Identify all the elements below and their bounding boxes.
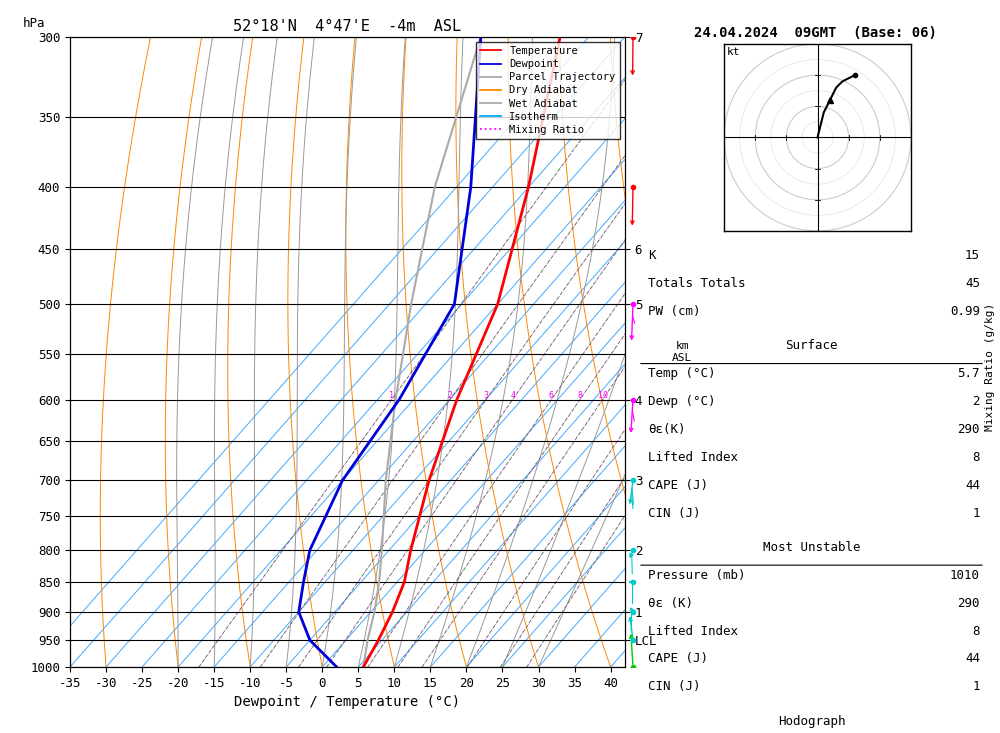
Text: Lifted Index: Lifted Index xyxy=(648,625,738,638)
Text: CIN (J): CIN (J) xyxy=(648,507,700,520)
Text: 1: 1 xyxy=(389,391,394,399)
Text: θε (K): θε (K) xyxy=(648,597,693,610)
Text: 5.7: 5.7 xyxy=(958,367,980,380)
Text: 3: 3 xyxy=(484,391,489,399)
Title: 52°18'N  4°47'E  -4m  ASL: 52°18'N 4°47'E -4m ASL xyxy=(233,19,462,34)
Text: 8: 8 xyxy=(972,625,980,638)
Legend: Temperature, Dewpoint, Parcel Trajectory, Dry Adiabat, Wet Adiabat, Isotherm, Mi: Temperature, Dewpoint, Parcel Trajectory… xyxy=(476,42,620,139)
Text: CIN (J): CIN (J) xyxy=(648,680,700,693)
Text: 10: 10 xyxy=(598,391,608,399)
Text: 24.04.2024  09GMT  (Base: 06): 24.04.2024 09GMT (Base: 06) xyxy=(694,26,936,40)
Text: 1: 1 xyxy=(972,507,980,520)
Text: Surface: Surface xyxy=(785,339,838,353)
Text: θε(K): θε(K) xyxy=(648,423,686,436)
Text: Temp (°C): Temp (°C) xyxy=(648,367,716,380)
Text: 8: 8 xyxy=(972,451,980,464)
X-axis label: Dewpoint / Temperature (°C): Dewpoint / Temperature (°C) xyxy=(234,696,461,710)
Text: Lifted Index: Lifted Index xyxy=(648,451,738,464)
Text: 1: 1 xyxy=(972,680,980,693)
Text: CAPE (J): CAPE (J) xyxy=(648,652,708,666)
Text: PW (cm): PW (cm) xyxy=(648,305,700,318)
Text: 8: 8 xyxy=(577,391,582,399)
Text: Hodograph: Hodograph xyxy=(778,715,845,728)
Text: 44: 44 xyxy=(965,479,980,492)
Text: 15: 15 xyxy=(965,249,980,262)
Text: 1010: 1010 xyxy=(950,569,980,582)
Text: 0.99: 0.99 xyxy=(950,305,980,318)
Text: Most Unstable: Most Unstable xyxy=(763,541,860,554)
Text: Mixing Ratio (g/kg): Mixing Ratio (g/kg) xyxy=(985,303,995,430)
Text: Totals Totals: Totals Totals xyxy=(648,277,746,290)
Text: 6: 6 xyxy=(549,391,554,399)
Text: 2: 2 xyxy=(447,391,452,399)
Text: 290: 290 xyxy=(958,597,980,610)
Text: 45: 45 xyxy=(965,277,980,290)
Text: 2: 2 xyxy=(972,395,980,408)
Text: Pressure (mb): Pressure (mb) xyxy=(648,569,746,582)
Y-axis label: km
ASL: km ASL xyxy=(672,341,692,363)
Text: Dewp (°C): Dewp (°C) xyxy=(648,395,716,408)
Text: 44: 44 xyxy=(965,652,980,666)
Text: 290: 290 xyxy=(958,423,980,436)
Text: CAPE (J): CAPE (J) xyxy=(648,479,708,492)
Text: hPa: hPa xyxy=(23,18,45,30)
Text: 4: 4 xyxy=(510,391,515,399)
Text: K: K xyxy=(648,249,656,262)
Text: kt: kt xyxy=(727,47,741,57)
